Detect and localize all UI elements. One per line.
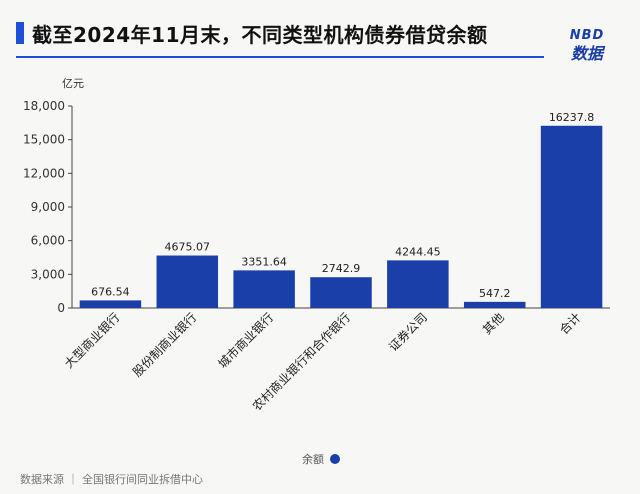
x-tick-label: 股份制商业银行 (129, 310, 199, 380)
bar (233, 270, 295, 308)
title-underline (16, 56, 544, 58)
bar (463, 301, 526, 308)
bar-value-label: 547.2 (479, 287, 511, 300)
y-axis-ticks: 0 3,000 6,000 9,000 12,000 15,000 18,000 (23, 99, 72, 315)
x-tick-label: 大型商业银行 (61, 310, 123, 372)
x-tick-label: 城市商业银行 (215, 310, 277, 372)
y-axis-unit: 亿元 (62, 77, 84, 90)
bar (540, 125, 603, 308)
title-bar: 截至2024年11月末，不同类型机构债券借贷余额 (0, 0, 640, 64)
bar (387, 260, 449, 308)
legend-swatch (330, 454, 340, 464)
bar-chart: 亿元 0 3,000 6,000 9,000 12,000 15,000 18,000 67… (23, 77, 610, 414)
bar (310, 277, 372, 308)
title-accent-bar (16, 22, 24, 44)
logo-line-1: NBD (569, 28, 605, 43)
nbd-logo: NBD 数据 (556, 28, 618, 72)
x-tick-label: 其他 (480, 310, 507, 337)
bar-value-label: 16237.8 (549, 111, 595, 124)
logo-line-2: 数据 (570, 44, 603, 63)
bar-value-labels: 676.54 4675.07 3351.64 2742.9 4244.45 547.2 16… (91, 111, 594, 300)
chart-title: 截至2024年11月末，不同类型机构债券借贷余额 (32, 23, 488, 47)
bar-value-label: 676.54 (91, 285, 130, 298)
bars-group (79, 125, 603, 308)
bar-value-label: 4675.07 (165, 241, 211, 254)
y-tick-label: 0 (57, 301, 65, 315)
data-source: 数据来源 ｜ 全国银行间同业拆借中心 (20, 473, 203, 486)
bar-value-label: 4244.45 (395, 245, 441, 258)
x-tick-label: 证券公司 (385, 310, 430, 355)
y-tick-label: 18,000 (23, 99, 65, 113)
y-tick-label: 12,000 (23, 166, 65, 180)
y-tick-label: 3,000 (31, 267, 65, 281)
y-tick-label: 6,000 (31, 234, 65, 248)
bar (156, 255, 219, 308)
bar-value-label: 3351.64 (241, 255, 287, 268)
legend-label: 余额 (302, 453, 324, 466)
legend: 余额 (302, 451, 340, 467)
x-tick-label: 合计 (556, 310, 584, 338)
bar-value-label: 2742.9 (322, 262, 361, 275)
y-tick-label: 15,000 (23, 133, 65, 147)
bar (79, 300, 142, 308)
y-tick-label: 9,000 (31, 200, 65, 214)
